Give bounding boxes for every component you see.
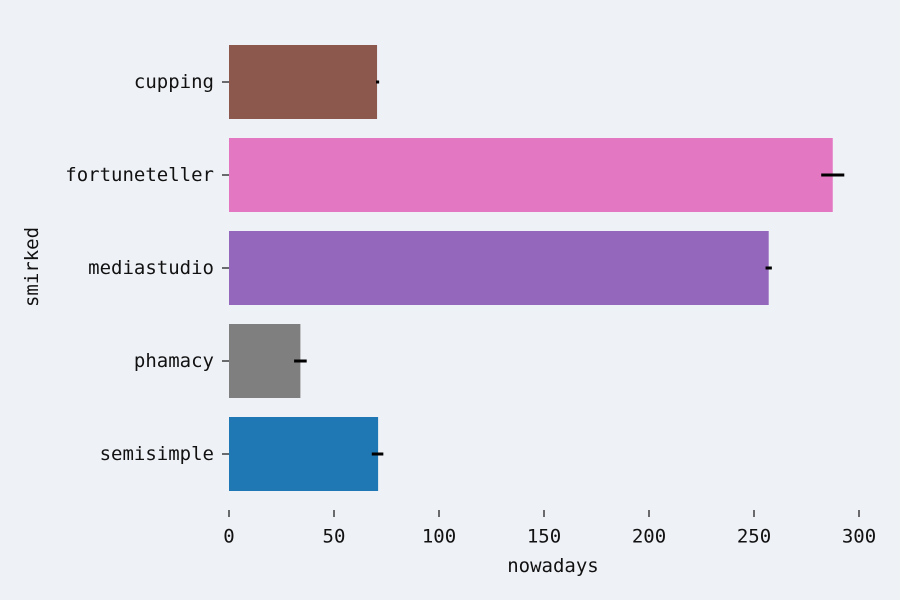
y-tick-label-mediastudio: mediastudio <box>88 257 214 279</box>
bar-mediastudio <box>229 231 769 305</box>
x-tick-label-50: 50 <box>323 526 346 548</box>
y-tick-label-phamacy: phamacy <box>134 350 214 372</box>
y-axis: cupping fortuneteller mediastudio phamacy se… <box>65 71 229 465</box>
x-tick-label-150: 150 <box>527 526 561 548</box>
bar-fortuneteller <box>229 138 833 212</box>
x-tick-label-0: 0 <box>223 526 234 548</box>
bar-cupping <box>229 45 378 119</box>
x-tick-label-250: 250 <box>737 526 771 548</box>
x-tick-label-300: 300 <box>842 526 876 548</box>
x-tick-label-200: 200 <box>632 526 666 548</box>
x-axis: 0 50 100 150 200 250 300 <box>223 510 876 548</box>
y-tick-label-cupping: cupping <box>134 71 214 93</box>
y-tick-label-fortuneteller: fortuneteller <box>65 164 214 186</box>
bars-layer <box>229 45 833 491</box>
x-tick-label-100: 100 <box>422 526 456 548</box>
bar-phamacy <box>229 324 301 398</box>
y-axis-title: smirked <box>21 227 43 307</box>
y-tick-label-semisimple: semisimple <box>100 443 214 465</box>
x-axis-title: nowadays <box>507 555 599 577</box>
bar-semisimple <box>229 417 379 491</box>
error-bars-layer <box>294 80 845 456</box>
